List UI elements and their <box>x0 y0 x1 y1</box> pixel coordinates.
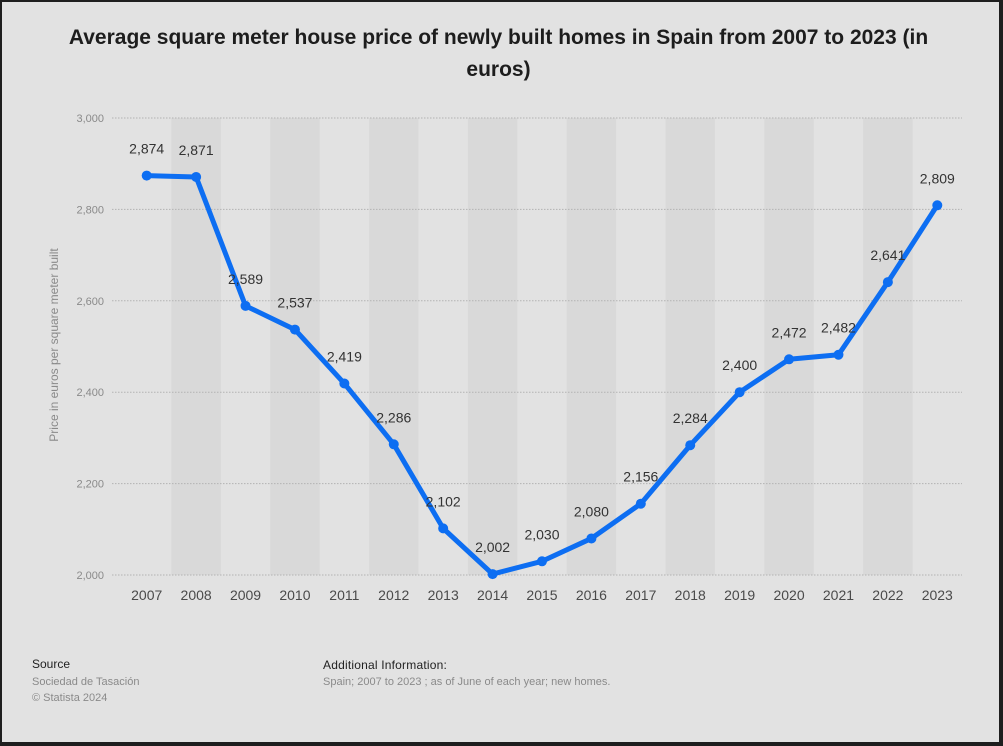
source-heading: Source <box>32 657 71 671</box>
y-axis-label: Price in euros per square meter built <box>47 248 61 442</box>
data-point[interactable] <box>932 200 943 211</box>
data-label: 2,002 <box>475 539 510 555</box>
y-tick-label: 2,000 <box>76 570 104 582</box>
data-point[interactable] <box>141 170 152 181</box>
data-point[interactable] <box>339 378 350 389</box>
data-label: 2,030 <box>524 526 559 542</box>
data-label: 2,080 <box>574 503 609 519</box>
data-label: 2,284 <box>673 410 708 426</box>
x-tick-label: 2008 <box>181 587 212 603</box>
x-tick-label: 2016 <box>576 587 607 603</box>
x-axis-ticks: 2007 2008 2009 2010 2011 2012 2013 2014 2015 2016… <box>131 587 953 603</box>
data-label: 2,156 <box>623 469 658 485</box>
x-tick-label: 2010 <box>279 587 310 603</box>
column-band <box>566 118 617 575</box>
price-series-line <box>144 173 940 577</box>
y-tick-label: 2,600 <box>76 296 104 308</box>
data-point[interactable] <box>586 533 597 544</box>
source-name: Sociedad de Tasación <box>32 676 140 688</box>
x-tick-label: 2014 <box>477 587 508 603</box>
data-label: 2,537 <box>277 295 312 311</box>
data-point[interactable] <box>537 556 547 567</box>
x-tick-label: 2007 <box>131 587 162 603</box>
x-tick-label: 2023 <box>922 587 953 603</box>
data-label: 2,482 <box>821 320 856 336</box>
x-tick-label: 2018 <box>675 587 706 603</box>
gridlines <box>112 117 962 576</box>
data-label: 2,419 <box>327 349 362 365</box>
y-tick-label: 2,400 <box>76 387 104 399</box>
x-tick-label: 2019 <box>724 587 755 603</box>
column-band <box>764 118 814 575</box>
x-tick-label: 2022 <box>872 587 903 603</box>
column-band <box>665 118 715 575</box>
x-tick-label: 2011 <box>329 587 359 603</box>
x-tick-label: 2012 <box>378 587 409 603</box>
data-point[interactable] <box>635 498 646 509</box>
data-point[interactable] <box>784 354 795 365</box>
x-tick-label: 2017 <box>625 587 656 603</box>
data-label: 2,809 <box>920 170 955 186</box>
copyright: © Statista 2024 <box>32 692 108 704</box>
data-label: 2,871 <box>179 142 214 158</box>
x-tick-label: 2015 <box>526 587 557 603</box>
data-point[interactable] <box>882 277 893 288</box>
data-point[interactable] <box>487 569 498 580</box>
y-tick-label: 2,200 <box>76 479 104 491</box>
x-tick-label: 2013 <box>428 587 459 603</box>
data-label: 2,102 <box>426 493 461 509</box>
data-point[interactable] <box>388 439 399 450</box>
chart-title: Average square meter house price of newl… <box>68 26 929 81</box>
data-point[interactable] <box>685 440 696 451</box>
x-tick-label: 2020 <box>773 587 804 603</box>
y-axis-ticks: 2,000 2,200 2,400 2,600 2,800 3,000 <box>76 113 104 582</box>
data-point[interactable] <box>734 387 745 398</box>
data-label: 2,641 <box>870 247 905 263</box>
column-band <box>369 118 419 575</box>
column-band <box>467 118 518 575</box>
column-bands <box>171 118 913 575</box>
data-label: 2,472 <box>772 324 807 340</box>
x-tick-label: 2009 <box>230 587 261 603</box>
y-tick-label: 3,000 <box>76 113 104 125</box>
data-points <box>141 170 943 580</box>
additional-info-heading: Additional Information: <box>323 658 448 672</box>
data-point[interactable] <box>240 300 251 311</box>
x-tick-label: 2021 <box>823 587 854 603</box>
data-label: 2,286 <box>376 409 411 425</box>
column-band <box>863 118 913 575</box>
data-point[interactable] <box>833 349 844 360</box>
data-label: 2,400 <box>722 357 757 373</box>
data-point[interactable] <box>191 171 202 182</box>
data-label: 2,874 <box>129 141 164 157</box>
y-tick-label: 2,800 <box>76 204 104 216</box>
column-band <box>171 118 221 575</box>
data-point[interactable] <box>438 523 449 534</box>
data-label: 2,589 <box>228 271 263 287</box>
data-labels: 2,874 2,871 2,589 2,537 2,419 2,286 2,102 2,002… <box>129 141 955 556</box>
additional-info-text: Spain; 2007 to 2023 ; as of June of each… <box>323 676 611 688</box>
data-point[interactable] <box>289 324 300 335</box>
